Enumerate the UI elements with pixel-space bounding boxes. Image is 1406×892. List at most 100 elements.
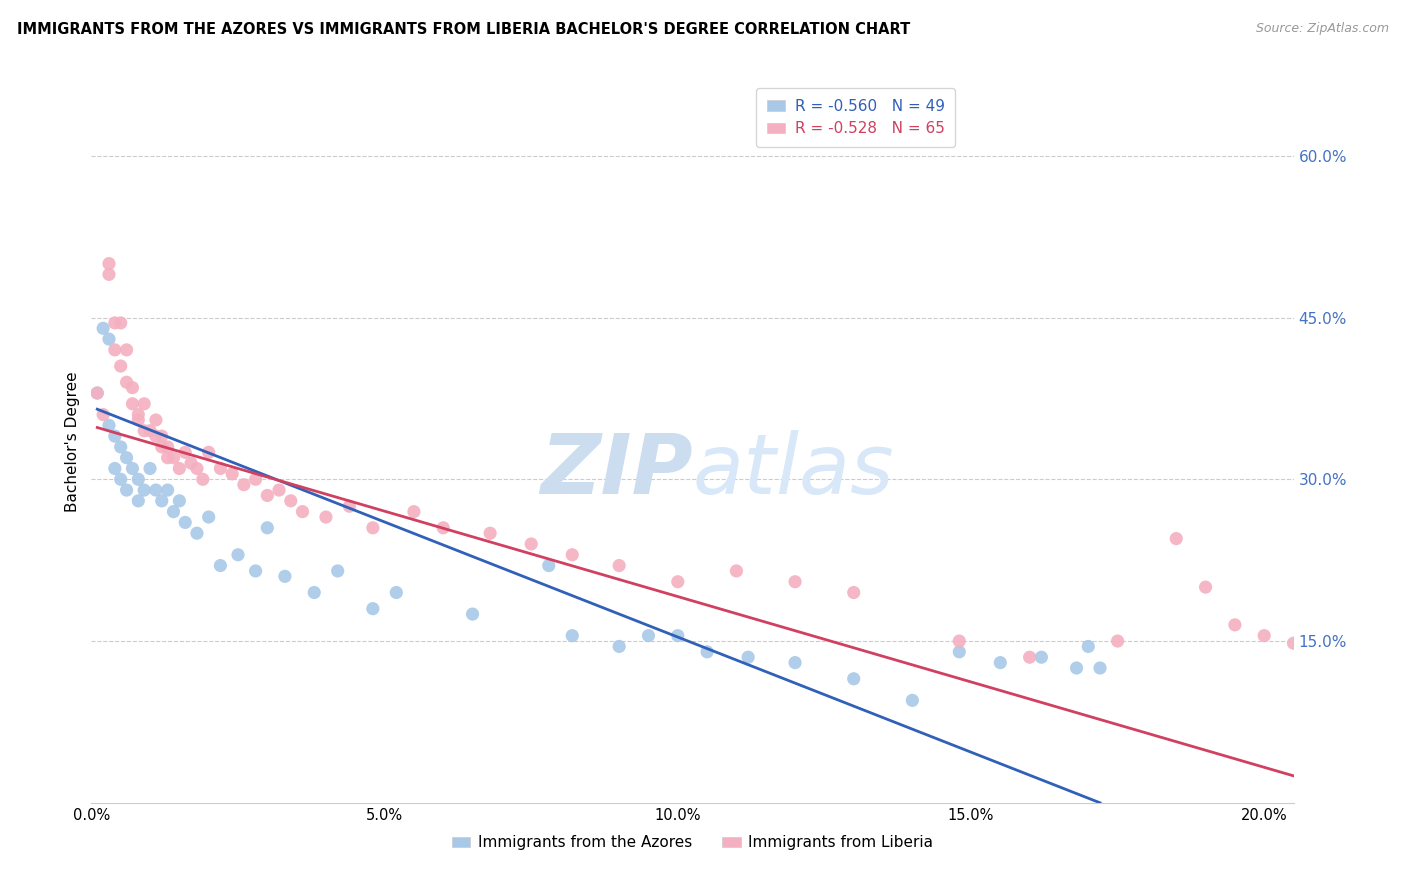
- Point: [842, 585, 865, 599]
- Point: [104, 429, 127, 443]
- Text: ZIP: ZIP: [540, 430, 692, 511]
- Point: [361, 521, 384, 535]
- Text: atlas: atlas: [692, 430, 894, 511]
- Legend: Immigrants from the Azores, Immigrants from Liberia: Immigrants from the Azores, Immigrants f…: [446, 830, 939, 856]
- Point: [1194, 580, 1216, 594]
- Point: [127, 472, 149, 486]
- Point: [948, 634, 970, 648]
- Point: [98, 332, 121, 346]
- Point: [267, 483, 290, 497]
- Point: [121, 397, 143, 411]
- Point: [150, 493, 173, 508]
- Point: [537, 558, 560, 573]
- Point: [245, 472, 267, 486]
- Point: [145, 483, 167, 497]
- Point: [561, 548, 583, 562]
- Point: [1312, 645, 1334, 659]
- Point: [245, 564, 267, 578]
- Point: [607, 558, 630, 573]
- Point: [256, 521, 278, 535]
- Point: [666, 629, 689, 643]
- Point: [1107, 634, 1129, 648]
- Point: [169, 493, 191, 508]
- Point: [110, 316, 132, 330]
- Point: [1031, 650, 1053, 665]
- Point: [948, 645, 970, 659]
- Point: [191, 472, 214, 486]
- Point: [174, 445, 197, 459]
- Point: [121, 381, 143, 395]
- Point: [134, 424, 156, 438]
- Point: [145, 413, 167, 427]
- Point: [1166, 532, 1188, 546]
- Point: [725, 564, 748, 578]
- Point: [1018, 650, 1040, 665]
- Point: [86, 386, 108, 401]
- Point: [696, 645, 718, 659]
- Point: [385, 585, 408, 599]
- Point: [150, 429, 173, 443]
- Point: [1253, 629, 1275, 643]
- Point: [110, 472, 132, 486]
- Point: [461, 607, 484, 621]
- Point: [115, 376, 138, 390]
- Point: [115, 343, 138, 357]
- Point: [156, 440, 179, 454]
- Point: [274, 569, 297, 583]
- Point: [186, 461, 208, 475]
- Point: [1223, 618, 1246, 632]
- Point: [134, 483, 156, 497]
- Point: [291, 505, 314, 519]
- Point: [91, 408, 114, 422]
- Point: [197, 510, 219, 524]
- Point: [607, 640, 630, 654]
- Point: [180, 456, 202, 470]
- Point: [127, 493, 149, 508]
- Point: [339, 500, 361, 514]
- Point: [402, 505, 425, 519]
- Text: Source: ZipAtlas.com: Source: ZipAtlas.com: [1256, 22, 1389, 36]
- Point: [115, 483, 138, 497]
- Point: [162, 450, 184, 465]
- Point: [110, 359, 132, 373]
- Point: [783, 574, 806, 589]
- Point: [226, 548, 249, 562]
- Point: [156, 450, 179, 465]
- Point: [98, 257, 121, 271]
- Point: [666, 574, 689, 589]
- Point: [98, 268, 121, 282]
- Point: [139, 424, 162, 438]
- Point: [1341, 657, 1364, 672]
- Point: [209, 461, 232, 475]
- Point: [988, 656, 1011, 670]
- Point: [520, 537, 543, 551]
- Point: [139, 461, 162, 475]
- Point: [150, 440, 173, 454]
- Point: [1282, 636, 1305, 650]
- Point: [121, 461, 143, 475]
- Point: [156, 483, 179, 497]
- Point: [209, 558, 232, 573]
- Point: [162, 505, 184, 519]
- Point: [326, 564, 349, 578]
- Y-axis label: Bachelor's Degree: Bachelor's Degree: [65, 371, 80, 512]
- Point: [280, 493, 302, 508]
- Point: [842, 672, 865, 686]
- Point: [315, 510, 337, 524]
- Point: [127, 413, 149, 427]
- Point: [197, 445, 219, 459]
- Point: [186, 526, 208, 541]
- Point: [361, 601, 384, 615]
- Point: [1077, 640, 1099, 654]
- Point: [86, 386, 108, 401]
- Point: [479, 526, 502, 541]
- Point: [127, 408, 149, 422]
- Point: [134, 397, 156, 411]
- Point: [1066, 661, 1088, 675]
- Point: [783, 656, 806, 670]
- Point: [737, 650, 759, 665]
- Point: [104, 316, 127, 330]
- Point: [145, 429, 167, 443]
- Point: [104, 343, 127, 357]
- Point: [169, 461, 191, 475]
